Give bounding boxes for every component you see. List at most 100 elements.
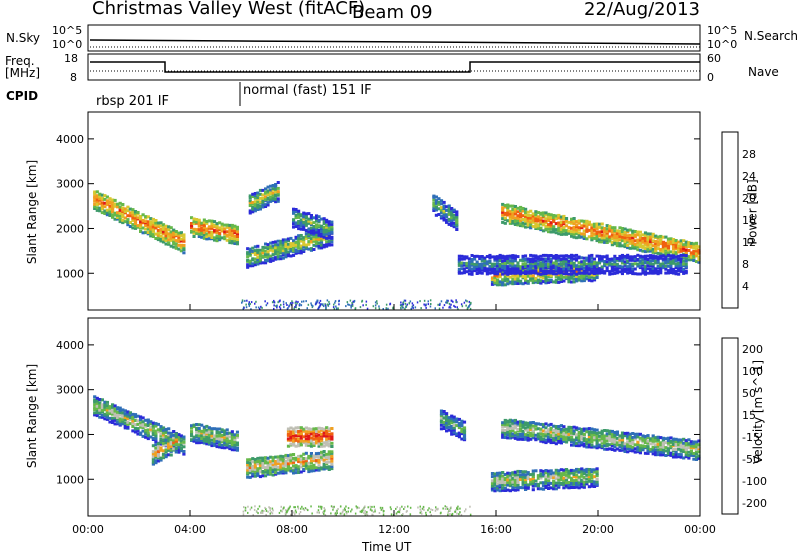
echo-cell bbox=[598, 240, 602, 244]
echo-cell bbox=[613, 264, 617, 268]
echo-cell bbox=[590, 231, 594, 235]
echo-cell bbox=[496, 267, 500, 271]
echo-cell bbox=[210, 427, 214, 431]
echo-cell bbox=[620, 440, 625, 444]
echo-cell bbox=[587, 254, 591, 258]
echo-cell bbox=[646, 254, 650, 258]
echo-cell bbox=[501, 206, 505, 210]
ground-scatter-cell bbox=[381, 506, 384, 509]
echo-cell bbox=[299, 465, 303, 469]
echo-cell bbox=[682, 247, 686, 251]
echo-cell bbox=[235, 232, 239, 236]
echo-cell bbox=[289, 426, 293, 430]
echo-cell bbox=[636, 245, 640, 248]
echo-cell bbox=[210, 438, 214, 442]
echo-cell bbox=[559, 230, 563, 234]
ground-scatter-cell bbox=[411, 302, 414, 305]
echo-cell bbox=[202, 231, 206, 235]
echo-cell bbox=[207, 441, 211, 444]
echo-cell bbox=[679, 245, 683, 249]
echo-cell bbox=[146, 431, 150, 435]
echo-cell bbox=[269, 195, 273, 199]
echo-cell bbox=[445, 419, 449, 422]
echo-cell bbox=[559, 262, 563, 266]
echo-cell bbox=[649, 264, 653, 268]
echo-cell bbox=[271, 253, 275, 257]
echo-cell bbox=[557, 277, 561, 281]
echo-cell bbox=[93, 403, 97, 407]
echo-cell bbox=[559, 439, 563, 442]
echo-cell bbox=[235, 238, 239, 242]
echo-cell bbox=[228, 445, 232, 448]
echo-cell bbox=[620, 438, 625, 442]
echo-cell bbox=[447, 217, 451, 221]
echo-cell bbox=[541, 260, 545, 264]
ground-scatter-cell bbox=[364, 505, 366, 508]
ground-scatter-cell bbox=[316, 511, 318, 514]
echo-cell bbox=[485, 260, 489, 264]
echo-cell bbox=[511, 277, 515, 281]
echo-cell bbox=[460, 264, 464, 267]
echo-cell bbox=[297, 209, 301, 213]
echo-cell bbox=[539, 422, 543, 426]
echo-cell bbox=[269, 184, 273, 188]
echo-cell bbox=[292, 207, 296, 211]
echo-cell bbox=[330, 427, 334, 430]
ground-scatter-cell bbox=[414, 306, 417, 309]
echo-cell bbox=[694, 254, 699, 258]
echo-cell bbox=[559, 227, 563, 231]
echo-cell bbox=[582, 444, 586, 448]
echo-cell bbox=[595, 222, 599, 226]
echo-cell bbox=[643, 265, 647, 269]
echo-cell bbox=[98, 202, 102, 206]
echo-cell bbox=[674, 442, 678, 446]
echo-cell bbox=[577, 235, 581, 239]
ground-scatter-cell bbox=[450, 303, 452, 306]
echo-cell bbox=[503, 265, 507, 269]
echo-cell bbox=[450, 432, 454, 436]
echo-cell bbox=[455, 210, 459, 214]
echo-cell bbox=[111, 200, 115, 204]
echo-cell bbox=[309, 248, 313, 252]
echo-cell bbox=[572, 469, 576, 473]
echo-cell bbox=[154, 226, 158, 230]
echo-cell bbox=[286, 239, 290, 243]
echo-cell bbox=[501, 423, 505, 426]
echo-cell bbox=[174, 439, 178, 443]
echo-cell bbox=[317, 451, 321, 455]
echo-cell bbox=[317, 460, 321, 464]
echo-cell bbox=[633, 447, 637, 451]
echo-cell bbox=[572, 277, 576, 281]
echo-cell bbox=[605, 436, 609, 440]
echo-cell bbox=[613, 442, 617, 446]
echo-cell bbox=[197, 235, 201, 238]
echo-cell bbox=[279, 246, 283, 250]
echo-cell bbox=[516, 473, 520, 477]
echo-cell bbox=[564, 217, 569, 220]
echo-cell bbox=[200, 232, 204, 236]
echo-cell bbox=[572, 473, 576, 476]
echo-cell bbox=[126, 414, 130, 418]
echo-cell bbox=[93, 406, 97, 410]
echo-cell bbox=[271, 256, 275, 260]
echo-cell bbox=[320, 455, 324, 459]
ground-scatter-cell bbox=[269, 512, 271, 515]
echo-cell bbox=[501, 261, 505, 265]
echo-cell bbox=[434, 213, 438, 217]
echo-cell bbox=[610, 437, 614, 441]
echo-cell bbox=[531, 269, 535, 273]
echo-cell bbox=[264, 253, 268, 257]
echo-cell bbox=[524, 475, 528, 479]
echo-cell bbox=[661, 257, 665, 261]
ground-scatter-cell bbox=[399, 508, 401, 511]
echo-cell bbox=[544, 438, 548, 442]
echo-cell bbox=[541, 484, 546, 488]
echo-cell bbox=[516, 223, 520, 227]
echo-cell bbox=[210, 236, 214, 239]
echo-cell bbox=[284, 247, 288, 251]
echo-cell bbox=[549, 221, 553, 225]
ground-scatter-cell bbox=[389, 506, 392, 509]
echo-cell bbox=[570, 468, 574, 472]
echo-cell bbox=[595, 444, 599, 448]
echo-cell bbox=[93, 207, 97, 210]
